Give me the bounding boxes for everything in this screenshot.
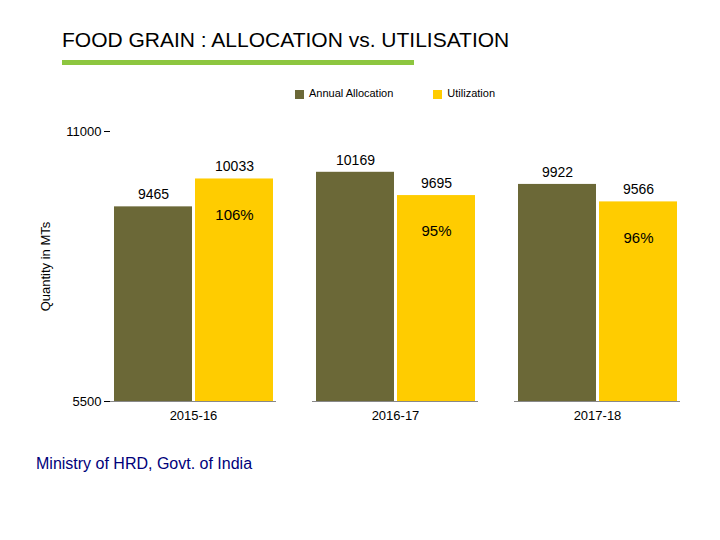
svg-text:2016-17: 2016-17: [372, 408, 420, 423]
svg-text:5500: 5500: [73, 394, 102, 409]
svg-text:95%: 95%: [421, 222, 451, 239]
svg-text:9922: 9922: [542, 164, 573, 180]
svg-text:10033: 10033: [215, 158, 254, 174]
svg-text:9465: 9465: [138, 186, 169, 202]
svg-text:11000: 11000: [66, 124, 101, 139]
svg-text:2015-16: 2015-16: [170, 408, 218, 423]
svg-text:96%: 96%: [623, 229, 653, 246]
svg-text:2017-18: 2017-18: [574, 408, 622, 423]
html-text:Ministry of HRD, Govt. of Indi: Ministry of HRD, Govt. of India: [36, 455, 253, 472]
html-text:FOOD GRAIN : ALLOCATION vs. UT: FOOD GRAIN : ALLOCATION vs. UTILISATION: [62, 28, 510, 51]
svg-text:9695: 9695: [421, 175, 452, 191]
html-text:Annual Allocation: Annual Allocation: [309, 87, 394, 99]
svg-text:9566: 9566: [623, 181, 654, 197]
svg-text:10169: 10169: [336, 152, 375, 168]
html-text:Utilization: Utilization: [447, 87, 495, 99]
svg-text:106%: 106%: [215, 206, 253, 223]
svg-text:Quantity in MTs: Quantity in MTs: [38, 221, 53, 311]
